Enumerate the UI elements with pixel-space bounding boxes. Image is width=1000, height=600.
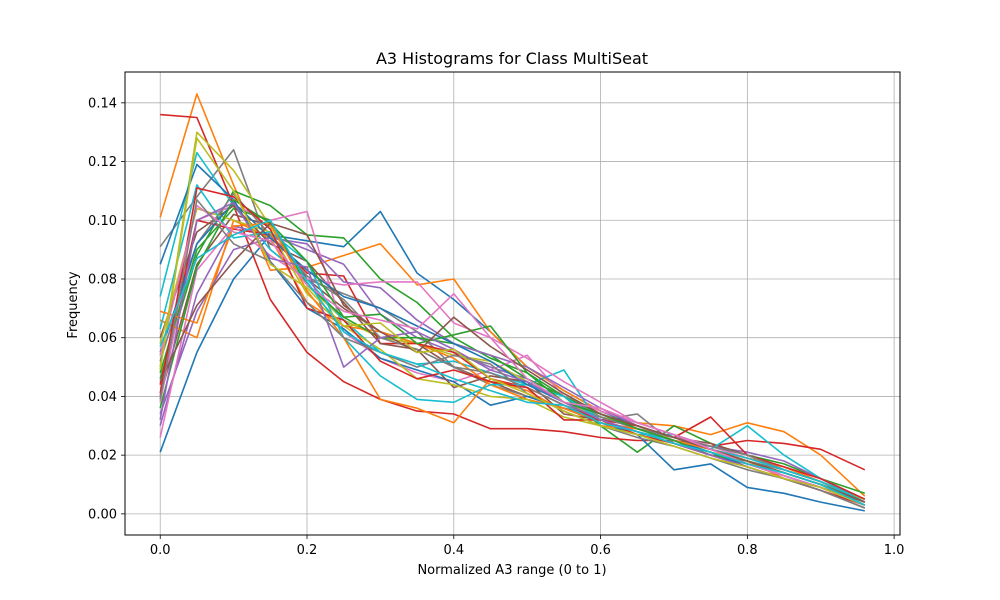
y-tick-label: 0.00 — [88, 507, 117, 522]
series-line — [159, 219, 866, 506]
series-line — [159, 149, 866, 500]
x-tick-label: 0.6 — [590, 543, 611, 558]
x-tick-label: 1.0 — [884, 543, 905, 558]
x-axis-title: Normalized A3 range (0 to 1) — [417, 563, 606, 578]
x-tick-label: 0.8 — [737, 543, 758, 558]
y-axis: 0.00 0.02 0.04 0.06 0.08 0.10 0.12 0.14 — [88, 96, 125, 522]
grid-lines — [125, 72, 900, 535]
y-tick-label: 0.12 — [88, 155, 117, 170]
series-line — [159, 137, 866, 506]
x-tick-label: 0.4 — [443, 543, 464, 558]
y-tick-label: 0.10 — [88, 214, 117, 229]
x-axis: 0.0 0.2 0.4 0.6 0.8 1.0 — [150, 535, 905, 558]
series-lines — [159, 93, 866, 512]
y-tick-label: 0.08 — [88, 272, 117, 287]
y-axis-title: Frequency — [66, 271, 81, 338]
series-line — [159, 131, 866, 500]
x-tick-label: 0.0 — [150, 543, 171, 558]
series-line — [159, 151, 866, 503]
y-tick-label: 0.04 — [88, 390, 117, 405]
y-tick-label: 0.14 — [88, 96, 117, 111]
x-tick-label: 0.2 — [297, 543, 318, 558]
plot-frame — [124, 71, 901, 536]
series-line — [160, 113, 866, 471]
y-tick-label: 0.06 — [88, 331, 117, 346]
y-tick-label: 0.02 — [88, 449, 117, 464]
chart-title: A3 Histograms for Class MultiSeat — [376, 49, 648, 68]
